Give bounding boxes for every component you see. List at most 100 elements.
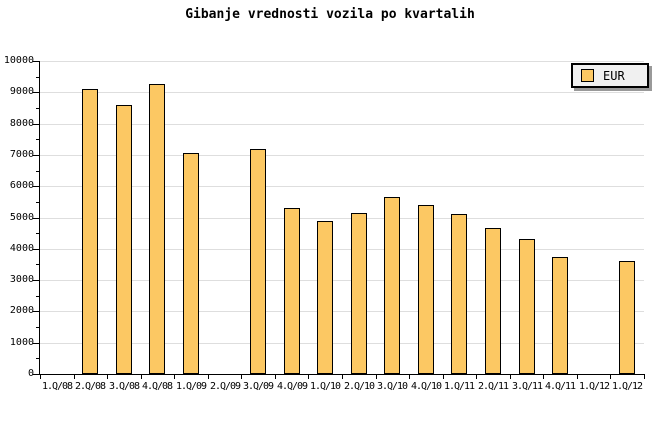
bar-1.Q/12 [619,261,635,374]
x-axis-category-label: 2.Q/10 [343,381,375,392]
bar-3.Q/08 [116,105,132,374]
x-axis-category-label: 1.Q/10 [309,381,341,392]
x-axis-tick [342,374,343,379]
bar-1.Q/09 [183,153,199,374]
x-axis-tick [443,374,444,379]
x-axis-tick [577,374,578,379]
bar-4.Q/10 [418,205,434,374]
y-axis-minor-tick [36,296,39,297]
bar-3.Q/11 [519,239,535,374]
y-gridline [40,92,644,93]
bar-2.Q/11 [485,228,501,374]
x-axis-tick [510,374,511,379]
y-axis-minor-tick [36,108,39,109]
y-axis-major-tick [33,343,39,344]
x-axis-tick [644,374,645,379]
bar-2.Q/10 [351,213,367,374]
x-axis-category-label: 1.Q/09 [175,381,207,392]
y-axis-tick-label: 6000 [9,180,34,191]
y-axis-tick-label: 9000 [9,86,34,97]
y-axis-minor-tick [36,202,39,203]
bar-1.Q/10 [317,221,333,374]
y-axis-minor-tick [36,77,39,78]
y-axis-minor-tick [36,358,39,359]
y-axis-minor-tick [36,139,39,140]
y-axis-tick-label: 10000 [3,55,34,66]
x-axis-category-label: 4.Q/11 [544,381,576,392]
x-axis-tick [74,374,75,379]
chart-title: Gibanje vrednosti vozila po kvartalih [185,7,475,22]
x-axis-category-label: 1.Q/12 [611,381,643,392]
x-axis-category-label: 3.Q/08 [108,381,140,392]
x-axis-category-label: 4.Q/09 [276,381,308,392]
y-axis-major-tick [33,311,39,312]
x-axis-tick [107,374,108,379]
x-axis-category-label: 3.Q/09 [242,381,274,392]
y-axis-major-tick [33,92,39,93]
x-axis-tick [208,374,209,379]
y-gridline [40,186,644,187]
bar-4.Q/09 [284,208,300,374]
x-axis-tick [476,374,477,379]
y-gridline [40,311,644,312]
y-axis-tick-label: 2000 [9,305,34,316]
x-axis-tick [308,374,309,379]
y-axis-tick-label: 0 [27,368,34,379]
y-gridline [40,218,644,219]
y-axis-major-tick [33,218,39,219]
y-axis-tick-label: 1000 [9,337,34,348]
legend-swatch-eur [581,69,594,82]
y-axis-minor-tick [36,233,39,234]
y-axis-tick-label: 7000 [9,149,34,160]
bar-2.Q/08 [82,89,98,374]
y-axis-minor-tick [36,327,39,328]
x-axis-tick [241,374,242,379]
x-axis-tick [40,374,41,379]
x-axis-tick [376,374,377,379]
bar-3.Q/09 [250,149,266,374]
x-axis-category-label: 4.Q/10 [410,381,442,392]
y-gridline [40,343,644,344]
legend: EUR [571,63,649,88]
x-axis-tick [409,374,410,379]
x-axis-category-label: 1.Q/11 [443,381,475,392]
bar-4.Q/11 [552,257,568,374]
y-axis-major-tick [33,155,39,156]
x-axis-category-label: 2.Q/08 [74,381,106,392]
y-axis-major-tick [33,374,39,375]
x-axis-category-label: 2.Q/11 [477,381,509,392]
y-axis-minor-tick [36,171,39,172]
bar-4.Q/08 [149,84,165,374]
bar-1.Q/11 [451,214,467,374]
y-gridline [40,155,644,156]
x-axis-category-label: 1.Q/12 [578,381,610,392]
x-axis-category-label: 3.Q/11 [511,381,543,392]
y-axis-major-tick [33,249,39,250]
x-axis-category-label: 3.Q/10 [376,381,408,392]
legend-label: EUR [603,68,625,83]
x-axis-tick [141,374,142,379]
y-gridline [40,61,644,62]
x-axis-category-label: 4.Q/08 [141,381,173,392]
x-axis-tick [275,374,276,379]
y-gridline [40,280,644,281]
y-axis-minor-tick [36,264,39,265]
y-axis-tick-label: 3000 [9,274,34,285]
y-axis-major-tick [33,124,39,125]
x-axis-tick [174,374,175,379]
x-axis-tick [610,374,611,379]
y-axis-major-tick [33,61,39,62]
y-gridline [40,249,644,250]
bar-3.Q/10 [384,197,400,374]
y-axis-major-tick [33,186,39,187]
plot-area: 0 1000 2000 3000 4000 5000 6000 7000 8000 9000 100… [4,56,645,392]
y-gridline [40,124,644,125]
y-axis-major-tick [33,280,39,281]
x-axis-category-label: 1.Q/08 [41,381,73,392]
x-axis-category-label: 2.Q/09 [209,381,241,392]
y-axis-tick-label: 5000 [9,212,34,223]
x-axis-tick [543,374,544,379]
y-axis-tick-label: 4000 [9,243,34,254]
y-axis-tick-label: 8000 [9,118,34,129]
